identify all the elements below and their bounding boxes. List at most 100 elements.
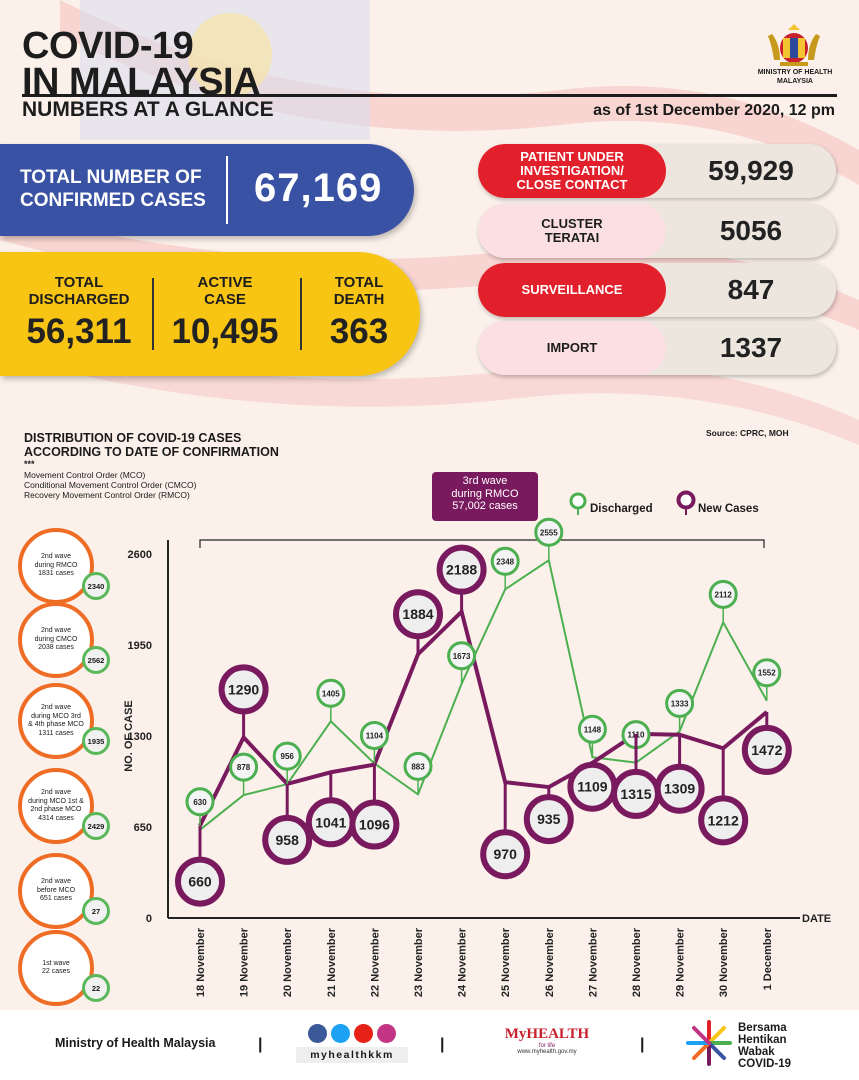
discharged-data-label: 1405 bbox=[322, 689, 340, 698]
wave-label-line: 1st wave bbox=[42, 959, 70, 967]
wave-label-line: 2nd wave bbox=[41, 878, 71, 886]
x-tick-label: 23 November bbox=[413, 927, 425, 997]
y-tick-label: 1300 bbox=[128, 731, 152, 743]
discharged-data-label: 1148 bbox=[584, 725, 602, 734]
discharged-marker bbox=[665, 688, 695, 718]
wave-label-line: 4314 cases bbox=[38, 814, 74, 822]
discharged-marker bbox=[490, 546, 520, 576]
outcome-stats-card: TOTAL DISCHARGED 56,311 ACTIVE CASE 10,4… bbox=[0, 252, 420, 376]
wave-label-line: before MCO bbox=[36, 886, 76, 894]
myhealth-name: MyHEALTH bbox=[504, 1026, 590, 1042]
discharged-marker bbox=[403, 751, 433, 781]
wave-discharged-badge: 2429 bbox=[82, 812, 110, 840]
social-handle: myhealthkkm bbox=[296, 1047, 408, 1063]
wave-circle: 1st wave 22 cases bbox=[18, 930, 94, 1006]
mco-legend: Movement Control Order (MCO) Conditional… bbox=[24, 470, 196, 500]
wave-discharged-badge: 1935 bbox=[82, 727, 110, 755]
wave-label-line: 1311 cases bbox=[38, 729, 74, 737]
category-label-line-2: TERATAI bbox=[544, 230, 600, 245]
total-confirmed-value: 67,169 bbox=[254, 166, 383, 210]
new-cases-marker bbox=[218, 664, 269, 715]
discharged-label-line-2: DISCHARGED bbox=[28, 291, 130, 308]
new-cases-data-label: 1309 bbox=[664, 781, 695, 797]
wave-label-line: & 4th phase MCO bbox=[28, 721, 84, 728]
distribution-title: DISTRIBUTION OF COVID-19 CASES ACCORDING… bbox=[24, 431, 279, 459]
third-wave-line-3: 57,002 cases bbox=[452, 500, 518, 512]
death-label-line-2: DEATH bbox=[333, 291, 385, 308]
wave-label-line: 2nd phase MCO bbox=[30, 806, 82, 813]
discharged-marker bbox=[577, 714, 607, 744]
category-label-line-2: INVESTIGATION/ bbox=[520, 163, 624, 178]
discharged-marker bbox=[229, 752, 259, 782]
new-cases-data-label: 1041 bbox=[315, 814, 346, 830]
wave-circle: 2nd wave before MCO 651 cases bbox=[18, 853, 94, 929]
myhealth-tagline: for life bbox=[538, 1043, 556, 1049]
distribution-title-line-2: ACCORDING TO DATE OF CONFIRMATION bbox=[24, 445, 279, 459]
discharged-data-label: 2112 bbox=[715, 590, 733, 599]
wave-discharged-badge: 22 bbox=[82, 974, 110, 1002]
new-cases-marker bbox=[349, 799, 400, 850]
new-cases-marker bbox=[523, 794, 574, 845]
bersama-line-1: Bersama bbox=[738, 1022, 787, 1034]
title-rule bbox=[22, 94, 837, 97]
instagram-icon[interactable] bbox=[377, 1024, 396, 1043]
discharged-marker bbox=[185, 787, 215, 817]
category-value: 1337 bbox=[719, 332, 783, 363]
discharged-label-line-1: TOTAL bbox=[54, 274, 104, 291]
new-cases-data-label: 1315 bbox=[620, 786, 651, 802]
category-label: IMPORT bbox=[478, 321, 666, 375]
wave-discharged-badge: 2340 bbox=[82, 572, 110, 600]
discharged-data-label: 956 bbox=[281, 752, 295, 761]
new-cases-marker bbox=[698, 795, 749, 846]
divider bbox=[152, 278, 154, 350]
active-label: ACTIVE CASE bbox=[166, 274, 284, 308]
source-note: Source: CPRC, MOH bbox=[706, 428, 789, 438]
mco-legend-line-3: Recovery Movement Control Order (RMCO) bbox=[24, 490, 190, 500]
twitter-icon[interactable] bbox=[331, 1024, 350, 1043]
total-confirmed-label-line-1: TOTAL NUMBER OF bbox=[20, 167, 202, 188]
moh-crest-icon bbox=[768, 24, 820, 66]
discharged-marker bbox=[752, 658, 782, 688]
facebook-icon[interactable] bbox=[308, 1024, 327, 1043]
new-cases-marker bbox=[175, 856, 225, 907]
wave-label-line: during RMCO bbox=[34, 561, 78, 569]
wave-label-line: 651 cases bbox=[40, 895, 72, 903]
discharged-marker bbox=[708, 579, 738, 609]
new-cases-data-label: 1290 bbox=[228, 681, 259, 697]
footer-separator: | bbox=[440, 1036, 445, 1053]
x-axis-label: DATE bbox=[802, 913, 831, 925]
wave-label-line: during MCO 1st & bbox=[28, 797, 84, 805]
discharged-data-label: 878 bbox=[237, 763, 251, 772]
footer-ministry: Ministry of Health Malaysia bbox=[55, 1036, 216, 1050]
category-value: 847 bbox=[727, 274, 775, 305]
mco-legend-line-1: Movement Control Order (MCO) bbox=[24, 470, 146, 480]
category-label: SURVEILLANCE bbox=[478, 263, 666, 317]
category-import: IMPORT 1337 bbox=[478, 321, 836, 375]
title-line-1: COVID-19 bbox=[22, 25, 194, 67]
footer-separator: | bbox=[640, 1036, 645, 1053]
divider bbox=[226, 156, 228, 224]
discharged-marker bbox=[534, 517, 564, 547]
category-surveillance: SURVEILLANCE 847 bbox=[478, 263, 836, 317]
wave-label-line: during CMCO bbox=[34, 635, 78, 643]
wave-label-line: 1831 cases bbox=[38, 570, 74, 578]
category-label: PATIENT UNDER INVESTIGATION/ CLOSE CONTA… bbox=[478, 144, 666, 198]
wave-label-line: 2038 cases bbox=[38, 644, 74, 652]
discharged-legend-icon bbox=[569, 492, 587, 515]
total-confirmed-label: TOTAL NUMBER OF CONFIRMED CASES bbox=[20, 166, 206, 212]
discharged-stat: TOTAL DISCHARGED 56,311 bbox=[20, 274, 138, 352]
category-label-line-1: CLUSTER bbox=[541, 216, 603, 231]
youtube-icon[interactable] bbox=[354, 1024, 373, 1043]
category-label-line-3: CLOSE CONTACT bbox=[516, 177, 628, 192]
active-label-line-2: CASE bbox=[204, 291, 246, 308]
category-label: CLUSTER TERATAI bbox=[478, 204, 666, 258]
wave-circle: 2nd wave during RMCO 1831 cases bbox=[18, 528, 94, 604]
category-label-line-1: PATIENT UNDER bbox=[520, 149, 624, 164]
third-wave-badge: 3rd wave during RMCO 57,002 cases bbox=[432, 472, 538, 521]
discharged-data-label: 1673 bbox=[453, 652, 471, 661]
social-links: myhealthkkm bbox=[296, 1024, 408, 1063]
wave-circle: 2nd wave during MCO 3rd & 4th phase MCO 131… bbox=[18, 683, 94, 759]
x-tick-label: 1 December bbox=[762, 927, 774, 990]
bersama-slogan: Bersama Hentikan Wabak COVID-19 bbox=[738, 1022, 791, 1070]
mco-legend-line-2: Conditional Movement Control Order (CMCO… bbox=[24, 480, 197, 490]
